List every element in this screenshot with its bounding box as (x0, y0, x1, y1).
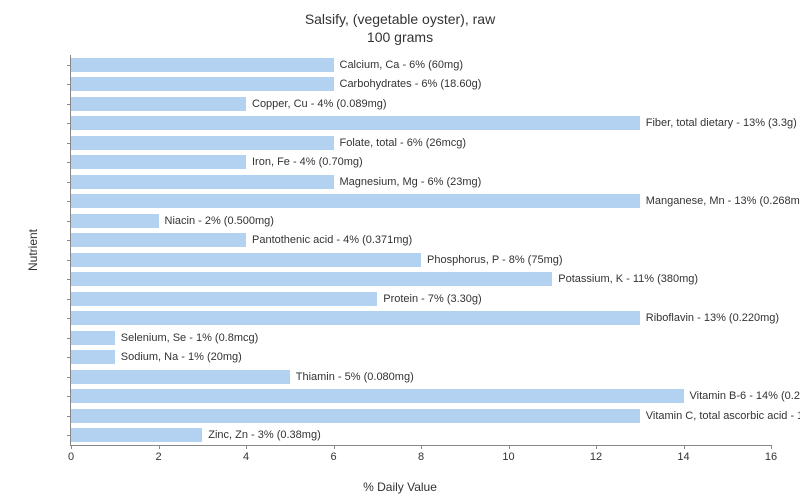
nutrient-bar (71, 292, 377, 306)
nutrient-bar-label: Iron, Fe - 4% (0.70mg) (252, 155, 363, 169)
nutrient-bar-label: Protein - 7% (3.30g) (383, 292, 481, 306)
x-axis-label: % Daily Value (363, 480, 437, 494)
nutrient-bar-label: Niacin - 2% (0.500mg) (165, 214, 274, 228)
x-tick-label: 10 (502, 451, 514, 463)
nutrient-bar (71, 350, 115, 364)
x-tick-label: 6 (330, 451, 336, 463)
nutrient-bar-label: Pantothenic acid - 4% (0.371mg) (252, 233, 412, 247)
nutrient-bar (71, 136, 334, 150)
nutrient-bar-label: Potassium, K - 11% (380mg) (558, 272, 698, 286)
nutrient-bar-label: Vitamin B-6 - 14% (0.277mg) (690, 389, 800, 403)
nutrient-bar-label: Vitamin C, total ascorbic acid - 13% (8.… (646, 409, 800, 423)
nutrient-bar-label: Phosphorus, P - 8% (75mg) (427, 253, 563, 267)
x-tick-label: 0 (68, 451, 74, 463)
nutrient-bar (71, 311, 640, 325)
nutrient-bar (71, 331, 115, 345)
nutrient-bar-label: Riboflavin - 13% (0.220mg) (646, 311, 779, 325)
nutrient-bar-label: Copper, Cu - 4% (0.089mg) (252, 97, 387, 111)
x-tick-label: 8 (418, 451, 424, 463)
nutrient-bar (71, 194, 640, 208)
nutrient-bar-label: Thiamin - 5% (0.080mg) (296, 370, 414, 384)
x-tick-label: 4 (243, 451, 249, 463)
nutrient-bar-label: Selenium, Se - 1% (0.8mcg) (121, 331, 259, 345)
nutrient-bar-label: Magnesium, Mg - 6% (23mg) (340, 175, 482, 189)
x-tick-label: 12 (590, 451, 602, 463)
plot-area: 0246810121416Calcium, Ca - 6% (60mg)Carb… (70, 55, 771, 446)
nutrient-bar (71, 428, 202, 442)
x-tick-mark (159, 445, 160, 449)
nutrient-bar (71, 155, 246, 169)
x-tick-label: 14 (677, 451, 689, 463)
nutrient-bar (71, 272, 552, 286)
x-tick-label: 2 (155, 451, 161, 463)
x-tick-mark (334, 445, 335, 449)
chart-title: Salsify, (vegetable oyster), raw 100 gra… (0, 0, 800, 46)
chart-container: Salsify, (vegetable oyster), raw 100 gra… (0, 0, 800, 500)
nutrient-bar-label: Zinc, Zn - 3% (0.38mg) (208, 428, 320, 442)
x-tick-mark (71, 445, 72, 449)
nutrient-bar-label: Folate, total - 6% (26mcg) (340, 136, 467, 150)
x-tick-mark (246, 445, 247, 449)
nutrient-bar (71, 409, 640, 423)
nutrient-bar (71, 370, 290, 384)
nutrient-bar (71, 389, 684, 403)
nutrient-bar (71, 97, 246, 111)
nutrient-bar-label: Carbohydrates - 6% (18.60g) (340, 77, 482, 91)
nutrient-bar (71, 58, 334, 72)
nutrient-bar-label: Manganese, Mn - 13% (0.268mg) (646, 194, 800, 208)
x-tick-mark (596, 445, 597, 449)
nutrient-bar-label: Fiber, total dietary - 13% (3.3g) (646, 116, 797, 130)
x-tick-mark (509, 445, 510, 449)
y-axis-label: Nutrient (26, 229, 40, 271)
title-line2: 100 grams (367, 29, 433, 45)
nutrient-bar-label: Sodium, Na - 1% (20mg) (121, 350, 242, 364)
nutrient-bar (71, 214, 159, 228)
nutrient-bar-label: Calcium, Ca - 6% (60mg) (340, 58, 463, 72)
x-tick-mark (771, 445, 772, 449)
x-tick-mark (421, 445, 422, 449)
x-tick-mark (684, 445, 685, 449)
title-line1: Salsify, (vegetable oyster), raw (305, 11, 495, 27)
x-tick-label: 16 (765, 451, 777, 463)
nutrient-bar (71, 175, 334, 189)
nutrient-bar (71, 253, 421, 267)
nutrient-bar (71, 233, 246, 247)
nutrient-bar (71, 77, 334, 91)
nutrient-bar (71, 116, 640, 130)
